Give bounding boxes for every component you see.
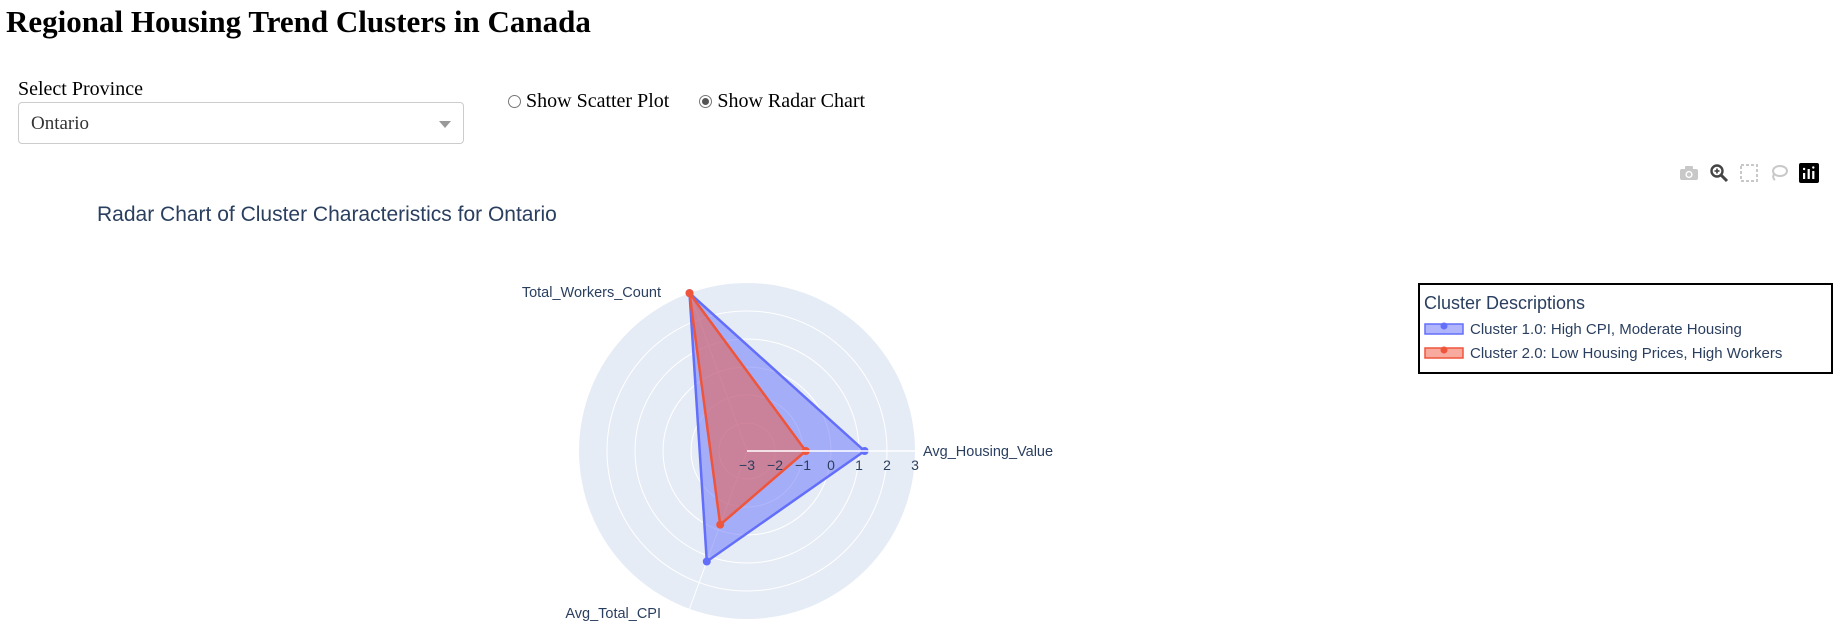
series-1-point-Avg_Total_CPI[interactable] [702, 557, 711, 566]
series-2-point-Avg_Total_CPI[interactable] [716, 520, 725, 529]
radial-tick-label: −1 [795, 457, 811, 473]
province-label: Select Province [18, 78, 143, 100]
page-title: Regional Housing Trend Clusters in Canad… [6, 4, 591, 39]
camera-icon[interactable] [1676, 162, 1702, 184]
legend-title: Cluster Descriptions [1424, 293, 1585, 313]
chevron-down-icon[interactable] [439, 121, 451, 128]
radar-chart: Radar Chart of Cluster Characteristics f… [97, 203, 1833, 622]
radio-button-scatter[interactable] [508, 95, 521, 108]
province-dropdown-value: Ontario [31, 113, 90, 134]
chart-title: Radar Chart of Cluster Characteristics f… [97, 203, 557, 226]
angular-axis-label: Avg_Total_CPI [565, 606, 661, 622]
legend-box [1418, 283, 1833, 374]
chart-modebar [1676, 162, 1826, 184]
plotly-logo-icon[interactable] [1796, 162, 1822, 184]
zoom-icon[interactable] [1706, 162, 1732, 184]
radial-tick-label: 0 [827, 457, 835, 473]
chart-type-radio-group: Show Scatter Plot Show Radar Chart [508, 90, 895, 113]
angular-axis-label: Avg_Housing_Value [923, 444, 1053, 460]
legend-item-label[interactable]: Cluster 1.0: High CPI, Moderate Housing [1470, 321, 1742, 338]
legend-item-label[interactable]: Cluster 2.0: Low Housing Prices, High Wo… [1470, 345, 1782, 362]
radio-show-scatter-plot[interactable]: Show Scatter Plot [508, 90, 669, 113]
series-2-point-Total_Workers_Count[interactable] [685, 289, 694, 298]
series-2-area[interactable] [688, 291, 808, 526]
angular-axis-label: Total_Workers_Count [522, 285, 661, 301]
radial-tick-label: −3 [739, 457, 755, 473]
legend-marker[interactable] [1440, 322, 1448, 330]
radial-tick-label: 3 [911, 457, 919, 473]
radio-button-radar[interactable] [699, 95, 713, 108]
radio-show-radar-chart[interactable]: Show Radar Chart [699, 90, 865, 113]
legend: Cluster Descriptions Cluster 1.0: High CP… [1418, 283, 1833, 374]
box-select-icon[interactable] [1736, 162, 1762, 184]
province-dropdown[interactable]: Ontario [18, 102, 464, 144]
radio-label-radar: Show Radar Chart [717, 90, 866, 112]
lasso-icon[interactable] [1766, 162, 1792, 184]
radial-tick-label: 2 [883, 457, 891, 473]
radial-tick-label: −2 [767, 457, 783, 473]
radial-tick-label: 1 [855, 457, 863, 473]
legend-marker[interactable] [1440, 346, 1448, 354]
radio-label-scatter: Show Scatter Plot [526, 90, 670, 112]
